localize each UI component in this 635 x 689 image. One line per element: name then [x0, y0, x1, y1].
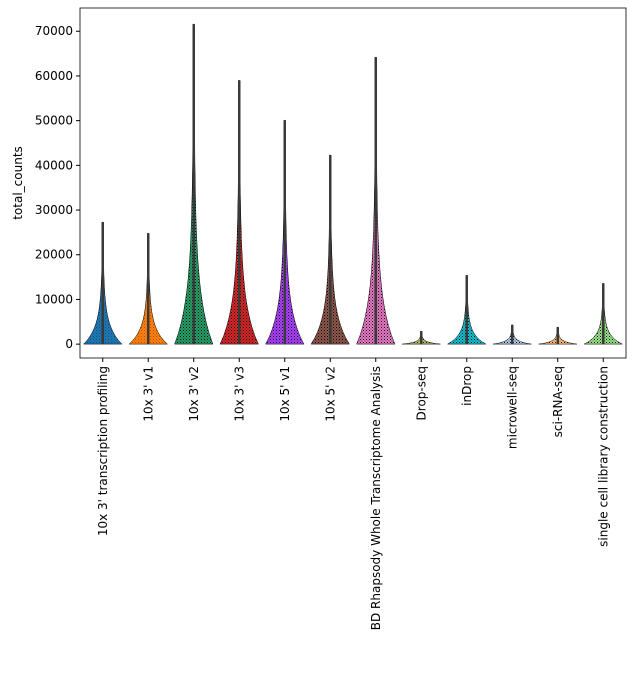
- y-tick-label: 40000: [35, 158, 73, 172]
- y-tick-label: 70000: [35, 24, 73, 38]
- plot-frame: [79, 7, 627, 359]
- x-tick-label: Drop-seq: [414, 366, 428, 420]
- x-tick-label: 10x 5' v1: [278, 366, 292, 422]
- x-tick-label: 10x 3' v3: [232, 366, 246, 422]
- y-tick-label: 60000: [35, 69, 73, 83]
- x-tick-label: microwell-seq: [505, 366, 519, 449]
- x-tick-label: inDrop: [460, 366, 474, 406]
- y-axis-label: total_counts: [11, 146, 25, 220]
- x-tick-label: single cell library construction: [596, 366, 610, 547]
- x-tick-label: BD Rhapsody Whole Transcriptome Analysis: [369, 366, 383, 630]
- y-tick-label: 20000: [35, 248, 73, 262]
- y-tick-label: 50000: [35, 114, 73, 128]
- x-tick-label: 10x 3' v2: [187, 366, 201, 422]
- y-tick-label: 0: [65, 337, 73, 351]
- x-tick-label: 10x 5' v2: [323, 366, 337, 422]
- y-tick-label: 10000: [35, 292, 73, 306]
- x-tick-label: sci-RNA-seq: [551, 366, 565, 437]
- x-tick-label: 10x 3' v1: [141, 366, 155, 422]
- y-tick-label: 30000: [35, 203, 73, 217]
- x-tick-label: 10x 3' transcription profiling: [96, 366, 110, 536]
